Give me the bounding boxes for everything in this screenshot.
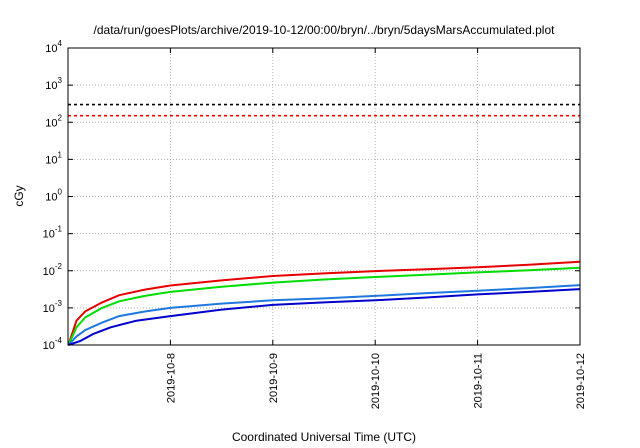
y-tick-label: 100 <box>45 188 62 204</box>
x-tick-label: 2019-10-12 <box>575 353 587 409</box>
x-axis-ticks: 2019-10-8 2019-10-9 2019-10-10 2019-10-11 20… <box>165 48 587 409</box>
x-tick-label: 2019-10-10 <box>370 353 382 409</box>
y-tick-label: 10-2 <box>43 262 63 278</box>
x-tick-label: 2019-10-11 <box>473 353 485 408</box>
plot-frame <box>67 47 581 346</box>
y-axis-ticks: 10-4 10-3 10-2 10-1 100 101 102 103 104 <box>43 39 580 352</box>
y-axis-label: cGy <box>12 185 26 206</box>
series-line <box>67 260 581 346</box>
y-tick-label: 104 <box>45 39 62 55</box>
x-tick-label: 2019-10-8 <box>165 353 177 403</box>
x-tick-label: 2019-10-9 <box>268 353 280 403</box>
y-tick-label: 102 <box>45 113 62 129</box>
series-line <box>68 288 581 346</box>
reference-lines <box>68 103 580 117</box>
series-lines <box>67 260 581 346</box>
chart-title: /data/run/goesPlots/archive/2019-10-12/0… <box>94 23 556 37</box>
y-tick-label: 10-3 <box>43 299 63 315</box>
series-line <box>67 266 581 346</box>
grid <box>68 48 581 345</box>
series-line <box>67 284 581 346</box>
x-axis-label: Coordinated Universal Time (UTC) <box>232 430 416 444</box>
y-tick-label: 10-1 <box>43 225 63 241</box>
y-tick-label: 101 <box>45 150 62 166</box>
y-tick-label: 10-4 <box>43 336 63 352</box>
y-tick-label: 103 <box>45 76 62 92</box>
